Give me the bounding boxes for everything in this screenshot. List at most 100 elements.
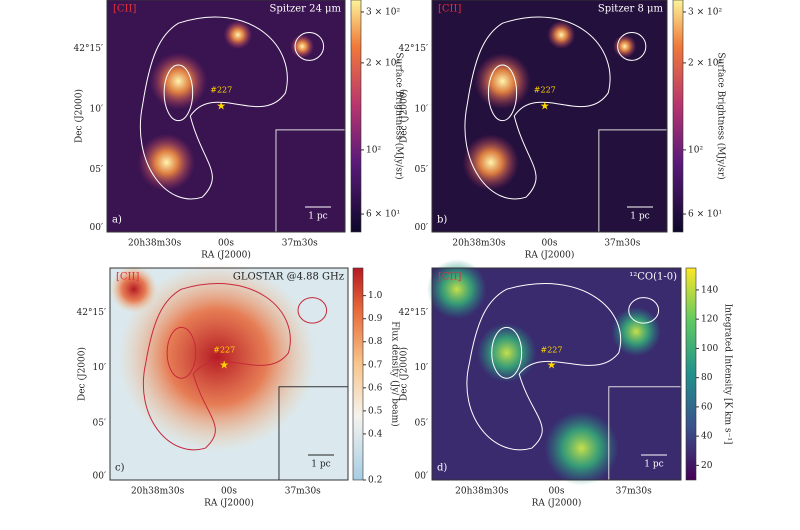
emission-blob bbox=[476, 322, 537, 383]
colorbar-tick-label: 80 bbox=[701, 373, 713, 383]
source-star: ★ bbox=[216, 100, 226, 113]
contour bbox=[466, 283, 621, 451]
colorbar-tick-label: 2 × 10² bbox=[366, 58, 400, 68]
contour bbox=[464, 16, 611, 200]
x-tick-label: 37m30s bbox=[616, 487, 652, 497]
contour bbox=[491, 326, 523, 379]
y-tick-label: 00′ bbox=[415, 471, 429, 481]
instrument-label: Spitzer 24 μm bbox=[270, 4, 342, 15]
panel-label: a) bbox=[112, 215, 122, 226]
colorbar-tick-label: 0.6 bbox=[368, 383, 383, 393]
colorbar bbox=[685, 267, 697, 481]
x-tick-label: 37m30s bbox=[604, 239, 640, 249]
colorbar-tick-label: 1.0 bbox=[368, 291, 383, 301]
y-axis-title: Dec (J2000) bbox=[399, 347, 410, 401]
y-tick-label: 10′ bbox=[415, 105, 429, 115]
contour bbox=[139, 16, 288, 200]
emission-blob bbox=[117, 261, 318, 453]
coverage-outline bbox=[598, 129, 667, 232]
x-tick-label: 37m30s bbox=[285, 487, 321, 497]
coverage-outline bbox=[275, 129, 345, 232]
colorbar-tick-label: 0.4 bbox=[368, 429, 383, 439]
y-tick-label: 42°15′ bbox=[77, 308, 106, 318]
colorbar bbox=[350, 0, 362, 233]
scale-bar-label: 1 pc bbox=[644, 460, 663, 470]
map-frame bbox=[431, 0, 668, 233]
contour bbox=[297, 297, 328, 324]
x-tick-label: 20h38m30s bbox=[128, 239, 182, 249]
source-star: ★ bbox=[547, 359, 557, 372]
x-tick-label: 00s bbox=[221, 487, 237, 497]
panel-label: b) bbox=[437, 215, 447, 226]
panel-label: d) bbox=[437, 463, 447, 474]
emission-blob bbox=[611, 306, 662, 357]
x-tick-label: 20h38m30s bbox=[452, 239, 506, 249]
y-tick-label: 05′ bbox=[415, 418, 429, 428]
source-star: ★ bbox=[540, 100, 550, 113]
instrument-label: Spitzer 8 μm bbox=[598, 4, 664, 15]
instrument-label: GLOSTAR @4.88 GHz bbox=[233, 272, 344, 283]
colorbar-tick-label: 100 bbox=[701, 344, 718, 354]
coverage-outline bbox=[278, 386, 348, 480]
tag-label: [CII] bbox=[438, 272, 461, 283]
coverage-outline bbox=[608, 386, 681, 480]
colorbar-tick-label: 3 × 10² bbox=[688, 7, 722, 17]
tag-label: [CII] bbox=[113, 4, 136, 15]
contour bbox=[163, 64, 194, 122]
emission-blob bbox=[544, 410, 619, 486]
source-star: ★ bbox=[219, 359, 229, 372]
instrument-label: ¹²CO(1-0) bbox=[629, 272, 677, 283]
contour bbox=[166, 326, 197, 379]
x-tick-label: 20h38m30s bbox=[455, 487, 509, 497]
map-frame bbox=[109, 267, 349, 481]
x-axis-title: RA (J2000) bbox=[525, 250, 575, 261]
colorbar-tick-label: 10² bbox=[366, 145, 381, 155]
source-label: #227 bbox=[213, 346, 235, 355]
colorbar-tick-label: 0.5 bbox=[368, 406, 383, 416]
y-tick-label: 42°15′ bbox=[399, 308, 428, 318]
y-tick-label: 10′ bbox=[415, 363, 429, 373]
colorbar-title: Integrated Intensity [K km s⁻¹] bbox=[723, 304, 733, 445]
colorbar bbox=[672, 0, 684, 233]
emission-blob bbox=[223, 20, 253, 50]
x-tick-label: 00s bbox=[541, 239, 557, 249]
panel-label: c) bbox=[115, 463, 125, 474]
colorbar-tick-label: 0.2 bbox=[368, 476, 382, 486]
x-tick-label: 20h38m30s bbox=[131, 487, 185, 497]
contour bbox=[617, 31, 647, 61]
colorbar-title: Surface Brightness (MJy/sr) bbox=[716, 52, 727, 179]
scale-bar-label: 1 pc bbox=[311, 460, 330, 470]
emission-blob bbox=[137, 133, 196, 191]
map-frame bbox=[431, 267, 682, 481]
y-tick-label: 05′ bbox=[415, 165, 429, 175]
y-tick-label: 10′ bbox=[93, 363, 107, 373]
colorbar-title: Surface Brightness (MJy/sr) bbox=[394, 52, 405, 179]
y-tick-label: 00′ bbox=[415, 223, 429, 233]
colorbar-tick-label: 0.9 bbox=[368, 314, 383, 324]
tag-label: [CII] bbox=[116, 272, 139, 283]
colorbar-tick-label: 60 bbox=[701, 402, 713, 412]
x-tick-label: 00s bbox=[548, 487, 564, 497]
emission-blob bbox=[547, 20, 576, 49]
colorbar-tick-label: 120 bbox=[701, 315, 718, 325]
contour bbox=[628, 297, 660, 324]
y-axis-title: Dec (J2000) bbox=[77, 347, 88, 401]
emission-blob bbox=[290, 34, 315, 59]
emission-blob bbox=[474, 52, 531, 110]
contour bbox=[142, 283, 291, 451]
source-label: #227 bbox=[534, 85, 556, 94]
scale-bar-label: 1 pc bbox=[308, 212, 327, 222]
x-tick-label: 37m30s bbox=[282, 239, 318, 249]
y-tick-label: 05′ bbox=[93, 418, 107, 428]
emission-blob bbox=[462, 134, 519, 191]
x-tick-label: 00s bbox=[218, 239, 234, 249]
y-tick-label: 00′ bbox=[90, 223, 104, 233]
contour bbox=[294, 31, 325, 61]
colorbar bbox=[352, 267, 364, 481]
y-tick-label: 42°15′ bbox=[399, 44, 428, 54]
y-tick-label: 10′ bbox=[90, 105, 104, 115]
colorbar-tick-label: 3 × 10² bbox=[366, 7, 400, 17]
y-axis-title: Dec (J2000) bbox=[74, 89, 85, 143]
y-axis-title: Dec (J2000) bbox=[399, 89, 410, 143]
y-tick-label: 42°15′ bbox=[74, 44, 103, 54]
